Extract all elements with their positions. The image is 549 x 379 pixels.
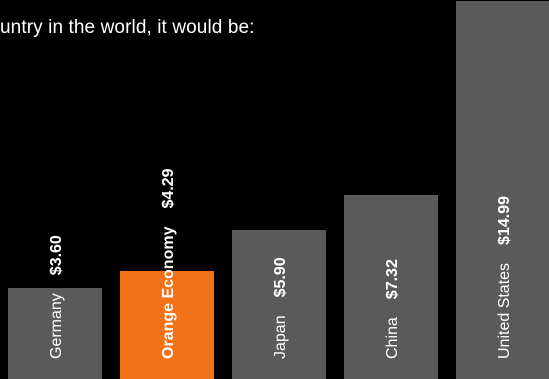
bar-text-orange-economy: Orange Economy $4.29 (160, 168, 177, 359)
category-label-china: China (384, 317, 401, 359)
category-label-united-states: United States (496, 263, 513, 359)
headline-text: untry in the world, it would be: (0, 17, 255, 38)
bar-text-united-states: United States $14.99 (496, 196, 513, 359)
value-label-china: $7.32 (384, 259, 401, 299)
bar-text-japan: Japan $5.90 (272, 257, 289, 359)
bar-text-germany: Germany $3.60 (48, 235, 65, 359)
bar-group-japan: Japan $5.90 (232, 230, 326, 379)
category-label-orange-economy: Orange Economy (160, 226, 177, 359)
bar-group-germany: Germany $3.60 (8, 235, 102, 379)
category-label-japan: Japan (272, 315, 289, 359)
bar-orange-economy (120, 271, 214, 379)
bar-china (344, 195, 438, 379)
bar-text-china: China $7.32 (384, 259, 401, 359)
bar-group-china: China $7.32 (344, 195, 438, 379)
bar-group-orange-economy: Orange Economy $4.29 (120, 168, 214, 379)
bar-germany (8, 288, 102, 379)
bar-japan (232, 230, 326, 379)
bar-united-states (456, 1, 549, 379)
value-label-germany: $3.60 (48, 235, 65, 275)
value-label-japan: $5.90 (272, 257, 289, 297)
bar-group-united-states: United States $14.99 (456, 1, 549, 379)
value-label-united-states: $14.99 (496, 196, 513, 245)
category-label-germany: Germany (48, 293, 65, 359)
value-label-orange-economy: $4.29 (160, 168, 177, 208)
